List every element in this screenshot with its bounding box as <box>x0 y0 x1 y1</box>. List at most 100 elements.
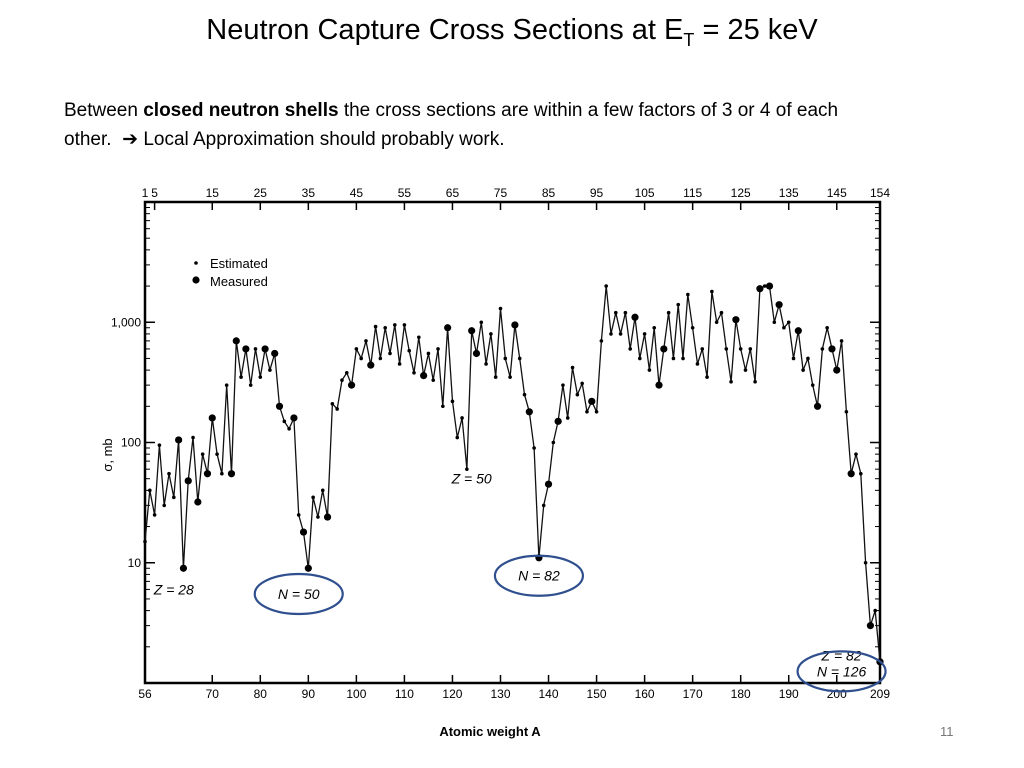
top-tick-label: 1 <box>142 186 149 200</box>
estimated-point <box>686 292 690 297</box>
estimated-point <box>426 351 431 356</box>
x-tick-label: 160 <box>635 687 655 701</box>
title-main: Neutron Capture Cross Sections at E <box>206 14 684 46</box>
estimated-point <box>248 383 253 387</box>
x-tick-label: 150 <box>587 687 607 701</box>
estimated-point <box>613 310 618 315</box>
measured-point <box>765 282 774 290</box>
measured-point <box>179 564 188 572</box>
annotation-label: N = 82 <box>518 568 560 584</box>
estimated-point <box>690 325 695 330</box>
estimated-point <box>652 325 657 330</box>
legend-measured-label: Measured <box>210 274 268 289</box>
measured-point <box>275 402 284 410</box>
estimated-point <box>710 289 714 294</box>
estimated-point <box>738 347 743 351</box>
measured-point <box>655 381 663 389</box>
estimated-point <box>748 347 753 351</box>
estimated-point <box>460 416 464 420</box>
top-tick-label: 45 <box>350 186 364 200</box>
estimated-point <box>340 378 344 382</box>
estimated-point <box>344 370 349 375</box>
shell-highlight-ellipse <box>253 572 344 616</box>
estimated-point <box>609 332 613 336</box>
estimated-point <box>268 368 272 372</box>
estimated-point <box>743 368 748 372</box>
x-tick-label: 90 <box>302 687 316 701</box>
estimated-point <box>671 356 676 361</box>
x-axis-label: Atomic weight A <box>439 724 541 739</box>
estimated-point <box>152 513 157 517</box>
estimated-point <box>599 339 604 343</box>
measured-point <box>472 349 481 358</box>
y-tick-label: 1,000 <box>111 315 141 329</box>
estimated-point <box>585 410 589 414</box>
estimated-point <box>541 503 546 508</box>
top-tick-label: 65 <box>446 186 460 200</box>
estimated-point <box>551 440 556 445</box>
measured-point <box>525 408 533 416</box>
estimated-point <box>320 488 325 493</box>
estimated-point <box>200 452 205 456</box>
measured-point <box>554 417 562 425</box>
estimated-point <box>801 368 805 372</box>
estimated-point <box>806 356 810 361</box>
measured-point <box>847 470 855 478</box>
slide-title: Neutron Capture Cross Sections at ET = 2… <box>0 14 1024 51</box>
estimated-point <box>364 339 368 343</box>
top-tick-label: 5 <box>151 186 158 200</box>
title-subscript: T <box>683 29 695 50</box>
measured-point <box>660 345 668 353</box>
measured-point <box>271 349 279 358</box>
title-tail: = 25 keV <box>694 14 818 46</box>
estimated-point <box>388 351 392 356</box>
annotation-label: Z = 28 <box>153 581 194 597</box>
body-text: Between closed neutron shells the cross … <box>64 96 954 154</box>
shell-highlight-ellipse <box>493 554 585 597</box>
estimated-point <box>647 368 652 372</box>
estimated-point <box>359 356 363 361</box>
estimated-point <box>714 320 719 325</box>
estimated-point <box>623 310 628 315</box>
measured-point <box>299 528 308 536</box>
estimated-point <box>858 471 863 476</box>
x-tick-label: 200 <box>827 687 847 701</box>
estimated-point <box>498 306 503 311</box>
estimated-point <box>253 347 258 351</box>
estimated-point <box>873 608 877 613</box>
top-tick-label: 135 <box>779 186 799 200</box>
estimated-point <box>143 539 147 544</box>
estimated-point <box>162 503 167 508</box>
measured-point <box>544 480 553 488</box>
estimated-point <box>762 284 767 288</box>
top-tick-label: 145 <box>827 186 847 200</box>
estimated-point <box>753 379 757 384</box>
estimated-point <box>700 347 705 351</box>
estimated-point <box>215 452 219 456</box>
estimated-point <box>441 404 445 409</box>
estimated-point <box>450 399 455 404</box>
measured-point <box>775 301 783 309</box>
measured-point <box>631 313 639 321</box>
estimated-point <box>484 362 488 366</box>
estimated-point <box>628 347 632 351</box>
measured-point <box>833 366 841 374</box>
measured-point <box>444 324 452 332</box>
estimated-point <box>820 347 825 351</box>
top-tick-label: 75 <box>494 186 508 200</box>
estimated-point <box>383 325 387 330</box>
estimated-point <box>676 302 681 307</box>
estimated-point <box>772 320 777 325</box>
estimated-point <box>642 332 647 336</box>
top-tick-label: 154 <box>870 186 890 200</box>
measured-point <box>323 513 332 521</box>
estimated-point <box>316 515 320 519</box>
annotation-label: Z = 50 <box>451 471 492 487</box>
x-tick-label: 70 <box>206 687 220 701</box>
measured-point <box>866 622 874 630</box>
x-tick-label: 100 <box>346 687 366 701</box>
estimated-point <box>412 370 416 375</box>
estimated-point <box>354 347 359 351</box>
y-tick-label: 10 <box>128 556 142 570</box>
estimated-point <box>402 323 407 327</box>
